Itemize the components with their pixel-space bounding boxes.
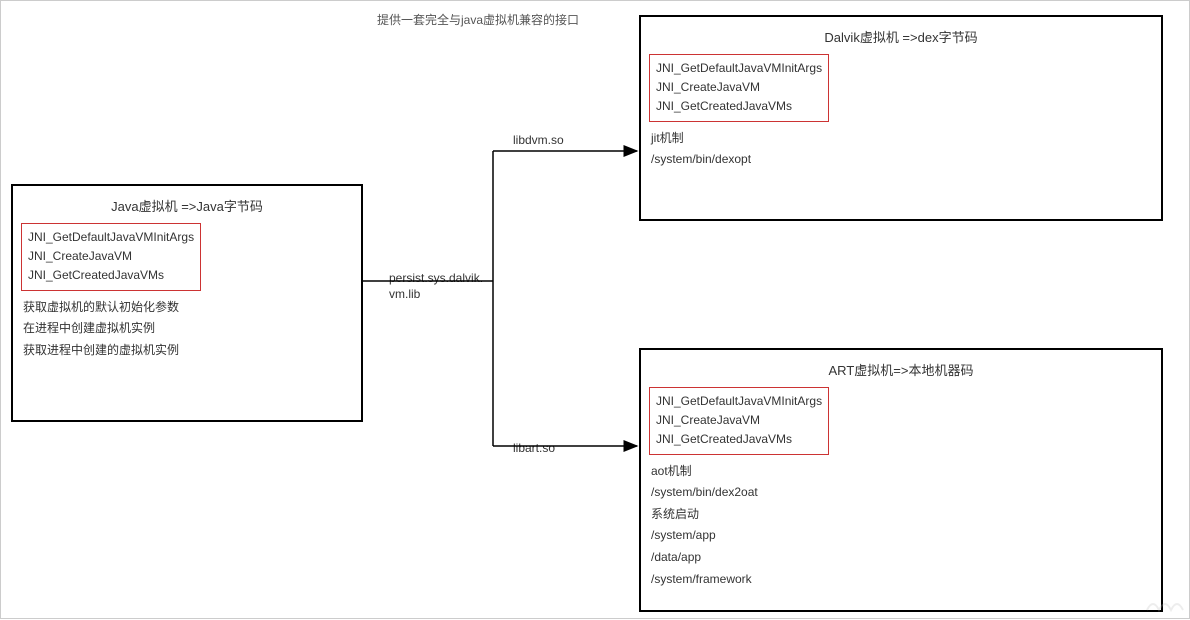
java-node-title: Java虚拟机 =>Java字节码 [21,196,353,215]
desc-line: 获取虚拟机的默认初始化参数 [23,297,353,319]
dalvik-jni-box: JNI_GetDefaultJavaVMInitArgs JNI_CreateJ… [649,54,829,122]
top-note: 提供一套完全与java虚拟机兼容的接口 [377,11,579,28]
jni-line: JNI_GetCreatedJavaVMs [656,430,822,449]
dalvik-vm-node: Dalvik虚拟机 =>dex字节码 JNI_GetDefaultJavaVMI… [639,15,1163,221]
info-line: /system/framework [651,569,1153,591]
top-note-text: 提供一套完全与java虚拟机兼容的接口 [377,13,579,27]
jni-line: JNI_GetDefaultJavaVMInitArgs [656,59,822,78]
edge-mid-label-line1: persist.sys.dalvik. [389,271,483,285]
edge-art-label-text: libart.so [513,441,555,455]
watermark-icon [1145,592,1185,616]
jni-line: JNI_GetDefaultJavaVMInitArgs [656,392,822,411]
jni-line: JNI_GetCreatedJavaVMs [28,266,194,285]
info-line: aot机制 [651,461,1153,483]
art-jni-box: JNI_GetDefaultJavaVMInitArgs JNI_CreateJ… [649,387,829,455]
info-line: 系统启动 [651,504,1153,526]
jni-line: JNI_CreateJavaVM [28,247,194,266]
edge-dalvik-label: libdvm.so [513,133,564,149]
desc-line: 在进程中创建虚拟机实例 [23,318,353,340]
jni-line: JNI_CreateJavaVM [656,411,822,430]
art-node-title: ART虚拟机=>本地机器码 [649,360,1153,379]
info-line: /system/bin/dex2oat [651,482,1153,504]
art-vm-node: ART虚拟机=>本地机器码 JNI_GetDefaultJavaVMInitAr… [639,348,1163,612]
info-line: /data/app [651,547,1153,569]
desc-line: 获取进程中创建的虚拟机实例 [23,340,353,362]
edge-mid-label: persist.sys.dalvik. vm.lib [389,271,483,302]
edge-dalvik-label-text: libdvm.so [513,133,564,147]
edge-art-label: libart.so [513,441,555,457]
info-line: jit机制 [651,128,1153,150]
jni-line: JNI_GetDefaultJavaVMInitArgs [28,228,194,247]
jni-line: JNI_CreateJavaVM [656,78,822,97]
edge-mid-label-line2: vm.lib [389,287,420,301]
info-line: /system/bin/dexopt [651,149,1153,171]
jni-line: JNI_GetCreatedJavaVMs [656,97,822,116]
java-jni-box: JNI_GetDefaultJavaVMInitArgs JNI_CreateJ… [21,223,201,291]
info-line: /system/app [651,525,1153,547]
dalvik-node-title: Dalvik虚拟机 =>dex字节码 [649,27,1153,46]
diagram-canvas: 提供一套完全与java虚拟机兼容的接口 Java虚拟机 =>Java字节码 JN… [0,0,1190,619]
java-vm-node: Java虚拟机 =>Java字节码 JNI_GetDefaultJavaVMIn… [11,184,363,422]
